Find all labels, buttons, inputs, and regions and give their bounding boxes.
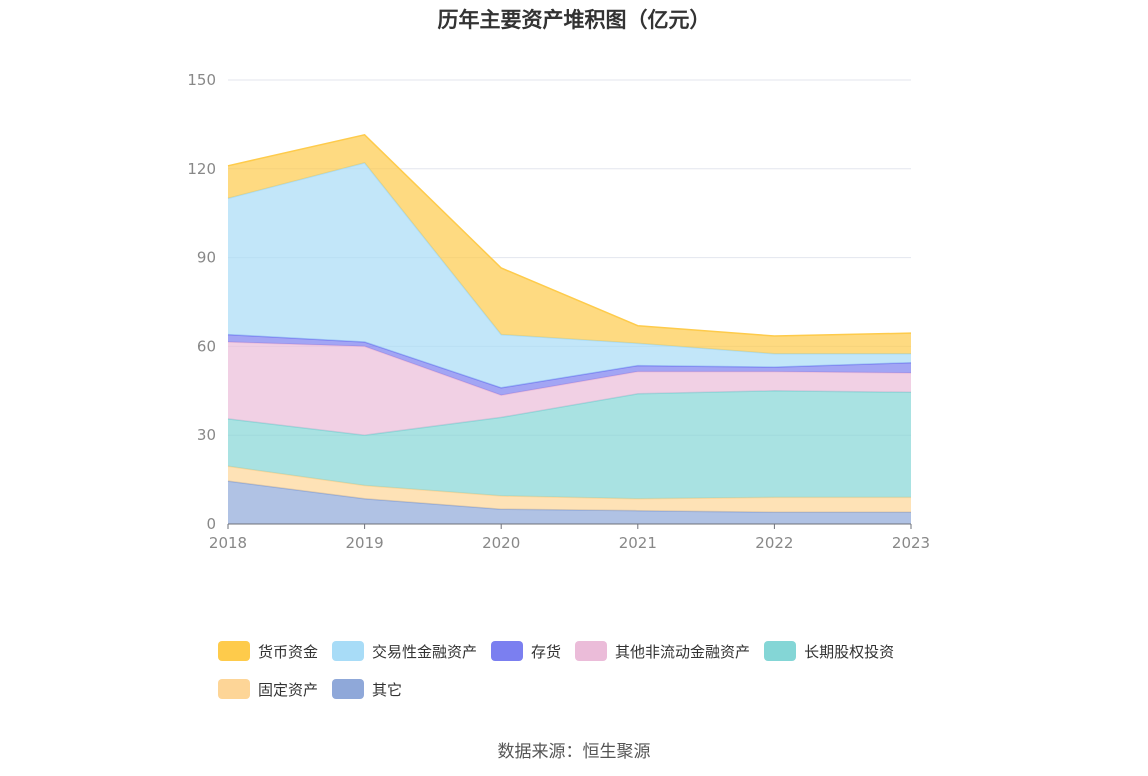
data-source: 数据来源：恒生聚源: [497, 742, 651, 762]
area-series-1[interactable]: [228, 466, 911, 513]
area-series-3[interactable]: [228, 342, 911, 436]
y-tick-label: 90: [197, 249, 216, 267]
y-tick-label: 0: [206, 515, 216, 533]
legend-label: 其它: [372, 680, 403, 699]
y-tick-label: 120: [187, 160, 216, 178]
legend-label: 固定资产: [258, 680, 319, 699]
x-tick-label: 2021: [619, 534, 657, 552]
legend-swatch: [332, 641, 365, 661]
area-series-2[interactable]: [228, 390, 911, 499]
area-series-edge-6: [227, 133, 912, 337]
legend-label: 存货: [531, 642, 562, 661]
legend-label: 交易性金融资产: [372, 642, 478, 661]
y-tick-label: 150: [187, 71, 216, 89]
y-tick-label: 60: [197, 337, 216, 355]
x-tick-label: 2020: [482, 534, 520, 552]
legend-label: 货币资金: [258, 642, 319, 661]
legend-item[interactable]: 其它: [332, 676, 402, 702]
legend-swatch: [218, 641, 250, 661]
x-tick-label: 2023: [892, 534, 930, 552]
legend-item[interactable]: 其他非流动金融资产: [575, 638, 750, 664]
stacked-area-chart: 0 30 60 90 120 150 2018 2019 2020 2021 2022 2023: [187, 71, 930, 552]
y-tick-label: 30: [197, 426, 216, 444]
legend-item[interactable]: 长期股权投资: [764, 638, 894, 664]
legend-swatch: [764, 641, 797, 661]
x-tick-label: 2019: [346, 534, 384, 552]
legend-swatch: [332, 679, 365, 699]
legend: 货币资金 交易性金融资产 存货 其他非流动金融资产 长期股权投资固定资产 其它: [218, 638, 958, 714]
legend-swatch: [575, 641, 608, 661]
axes: 0 30 60 90 120 150 2018 2019 2020 2021 2022 2023: [187, 71, 930, 552]
chart-title: 历年主要资产堆积图（亿元）: [437, 8, 711, 32]
area-series-0[interactable]: [228, 481, 911, 524]
legend-item[interactable]: 货币资金: [218, 638, 318, 664]
legend-item[interactable]: 交易性金融资产: [332, 638, 477, 664]
x-tick-label: 2018: [209, 534, 247, 552]
legend-swatch: [218, 679, 250, 699]
area-series-6[interactable]: [228, 134, 911, 354]
area-series: [227, 133, 912, 524]
x-tick-label: 2022: [755, 534, 793, 552]
legend-label: 长期股权投资: [804, 642, 895, 661]
legend-item[interactable]: 存货: [491, 638, 561, 664]
area-series-5[interactable]: [228, 162, 911, 388]
legend-item[interactable]: 固定资产: [218, 676, 318, 702]
area-series-4[interactable]: [228, 334, 911, 396]
legend-swatch: [491, 641, 524, 661]
legend-label: 其他非流动金融资产: [615, 642, 751, 661]
